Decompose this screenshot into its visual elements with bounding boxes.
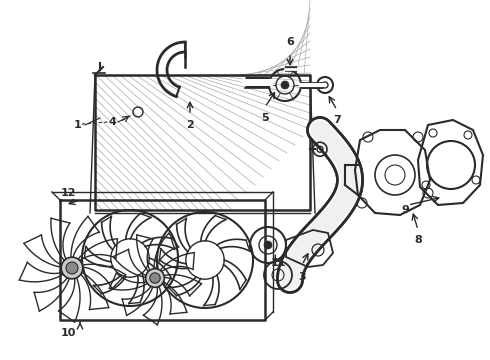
Text: 8: 8 xyxy=(414,235,422,245)
Text: 4: 4 xyxy=(108,117,116,127)
Circle shape xyxy=(150,273,160,283)
Text: 9: 9 xyxy=(401,205,409,215)
Text: 12: 12 xyxy=(60,188,76,198)
Circle shape xyxy=(61,257,83,279)
Text: 6: 6 xyxy=(286,37,294,47)
Circle shape xyxy=(281,81,289,89)
Text: 5: 5 xyxy=(261,113,269,123)
Text: 11: 11 xyxy=(270,258,286,268)
Text: 2: 2 xyxy=(186,120,194,130)
Circle shape xyxy=(146,269,164,287)
Circle shape xyxy=(264,241,272,249)
Text: 1: 1 xyxy=(74,120,82,130)
Text: 10: 10 xyxy=(60,328,75,338)
Circle shape xyxy=(66,262,78,274)
Text: 7: 7 xyxy=(333,115,341,125)
Text: 3: 3 xyxy=(298,272,306,282)
